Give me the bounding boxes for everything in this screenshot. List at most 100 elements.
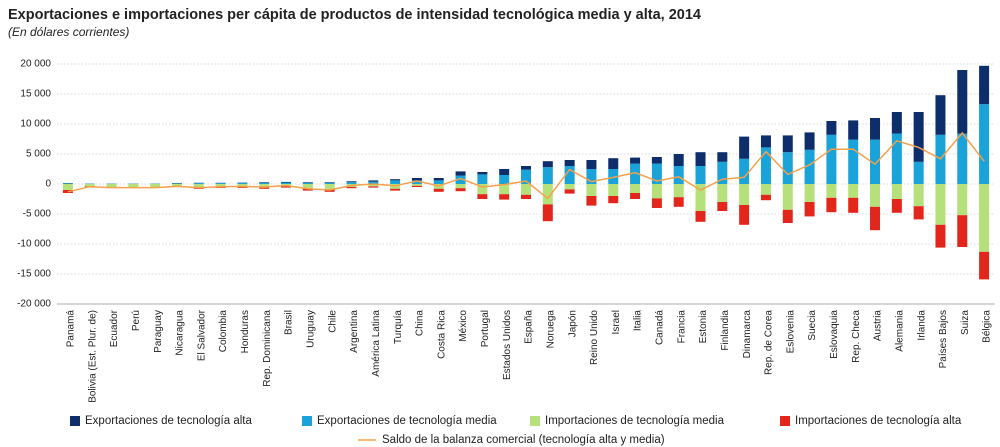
bar [695,184,706,211]
bar [673,154,684,166]
bar [804,132,815,150]
bar [804,149,815,184]
bar [673,166,684,184]
bar [891,133,902,184]
y-tick-label: 5 000 [26,149,51,160]
bar [979,251,990,280]
bar [324,182,335,184]
bar [215,183,226,184]
legend-label: Importaciones de tecnología media [545,415,725,427]
legend-swatch [530,416,540,426]
x-tick-label: Canadá [655,310,666,345]
bar [368,186,379,188]
x-tick-label: Chile [327,310,338,333]
x-tick-label: Israel [611,310,622,334]
bar [542,204,553,222]
bar [368,184,379,187]
bar [302,182,313,183]
x-tick-label: Bolivia (Est. Plur. de) [87,310,98,403]
x-tick-label: Ecuador [109,309,120,347]
bar [433,188,444,192]
bar [760,147,771,184]
bar [979,104,990,184]
bar [957,133,968,184]
bar [651,184,662,199]
bar [302,182,313,184]
x-tick-label: Francia [676,310,687,344]
bar [630,157,641,164]
x-tick-label: Turquía [393,310,404,345]
bar [237,187,248,188]
bar [259,187,270,189]
bar [913,184,924,207]
bar [215,184,226,187]
bar [281,182,292,184]
y-tick-label: -10 000 [17,239,51,250]
x-tick-label: Japón [567,310,578,337]
bar [564,166,575,184]
bar [62,184,73,190]
bar [717,152,728,162]
x-tick-label: Brasil [284,310,295,335]
bar [477,172,488,175]
bar [499,175,510,184]
bar [390,188,401,191]
bar [586,196,597,206]
bar [171,183,182,184]
x-tick-label: Colombia [218,310,229,353]
bar [411,178,422,181]
bar [128,184,139,187]
bar [935,95,946,135]
bar [433,178,444,181]
bar [913,112,924,162]
bar [891,112,902,134]
bar [891,199,902,213]
x-tick-label: Portugal [480,310,491,347]
x-tick-label: Suiza [960,310,971,335]
bar [630,184,641,193]
y-tick-label: -5 000 [23,209,52,220]
bar [171,184,182,187]
legend-swatch [70,416,80,426]
x-tick-label: Uruguay [306,310,317,348]
x-tick-label: Rep. de Corea [764,310,775,375]
x-tick-label: México [458,310,469,342]
x-tick-label: Panamá [66,310,77,348]
x-tick-label: Costa Rica [436,310,447,359]
bar [564,189,575,194]
bar [62,183,73,184]
bar [695,166,706,184]
bar [564,184,575,190]
bar [608,196,619,204]
bar [673,197,684,207]
bar [717,202,728,211]
bar [695,152,706,166]
bar [760,135,771,148]
bar [259,182,270,184]
x-tick-label: América Latina [371,310,382,377]
bar [259,182,270,183]
bar [150,184,161,187]
bar [302,188,313,191]
y-tick-label: -20 000 [17,299,51,310]
bar [913,161,924,184]
x-tick-label: Países Bajos [938,310,949,368]
bar [390,179,401,181]
bar [411,180,422,184]
bar [542,161,553,168]
bar [346,181,357,183]
bar [499,194,510,200]
x-tick-label: Perú [131,310,142,331]
bar [782,184,793,210]
bar [586,160,597,169]
bar [281,181,292,183]
bar [760,184,771,195]
bar [695,211,706,222]
bar [913,206,924,220]
bar [193,184,204,188]
x-tick-label: Irlanda [916,310,927,341]
bar [870,139,881,184]
bar [368,180,379,182]
bar [782,152,793,184]
